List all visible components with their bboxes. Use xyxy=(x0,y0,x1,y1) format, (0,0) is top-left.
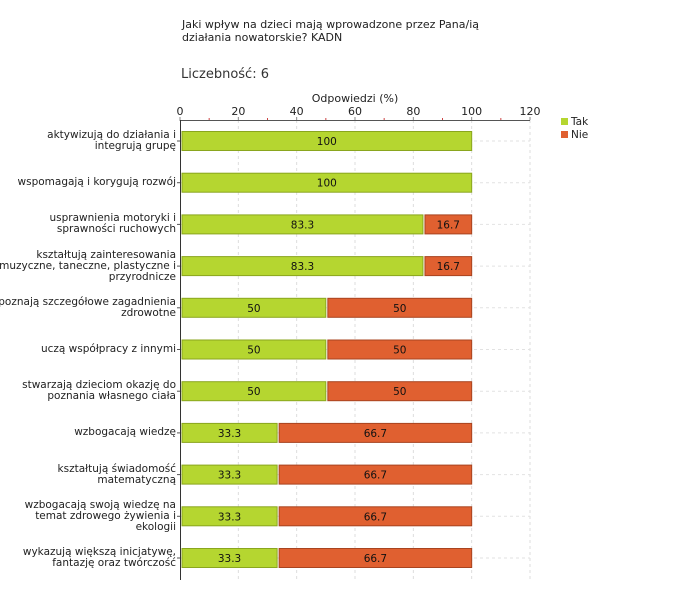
bar-tak xyxy=(181,422,278,443)
bar-value-label: 33.3 xyxy=(218,428,241,440)
y-tick-label: uczą współpracy z innymi xyxy=(40,343,176,355)
bar-tak xyxy=(181,131,473,151)
bar-value-label: 66.7 xyxy=(364,511,387,523)
bar-value-label: 83.3 xyxy=(291,219,314,231)
bar-nie xyxy=(327,339,473,360)
bar-value-label: 100 xyxy=(317,136,337,148)
legend-swatch-tak xyxy=(561,118,568,125)
bar-value-label: 66.7 xyxy=(364,553,387,565)
bar-value-label: 50 xyxy=(247,386,260,398)
legend-label-nie: Nie xyxy=(571,129,588,141)
bar-nie xyxy=(278,422,473,443)
legend-label-tak: Tak xyxy=(570,116,589,128)
bar-tak xyxy=(181,339,327,360)
y-tick-label: stwarzają dzieciom okazję do poznania wł… xyxy=(22,379,176,403)
y-tick-label: wykazują większą inicjatywę, fantazję or… xyxy=(22,546,176,569)
x-tick-label: 100 xyxy=(461,105,482,118)
bar-tak xyxy=(181,464,278,485)
bar-value-label: 66.7 xyxy=(364,470,387,482)
y-tick-label: wzbogacają swoją wiedzę na temat zdroweg… xyxy=(24,498,176,533)
x-tick-label: 20 xyxy=(231,105,245,118)
bar-value-label: 50 xyxy=(393,386,406,398)
bar-tak xyxy=(181,381,327,402)
bar-nie xyxy=(278,506,473,527)
bar-value-label: 83.3 xyxy=(291,261,314,273)
legend-swatch-nie xyxy=(561,131,568,138)
bar-nie xyxy=(424,256,473,277)
x-tick-label: 80 xyxy=(406,105,420,118)
bar-value-label: 50 xyxy=(393,345,406,357)
bar-value-label: 100 xyxy=(317,178,337,190)
bar-value-label: 16.7 xyxy=(437,219,460,231)
bar-value-label: 50 xyxy=(247,345,260,357)
bar-tak xyxy=(181,297,327,318)
x-axis-label: Odpowiedzi (%) xyxy=(312,92,399,105)
x-tick-label: 0 xyxy=(177,105,184,118)
bar-value-label: 33.3 xyxy=(218,553,241,565)
bar-nie xyxy=(327,297,473,318)
bar-tak xyxy=(181,256,424,277)
bar-nie xyxy=(278,548,473,568)
y-tick-label: aktywizują do działania i integrują grup… xyxy=(47,129,176,152)
bar-value-label: 16.7 xyxy=(437,261,460,273)
y-tick-label: wzbogacają wiedzę xyxy=(74,426,176,439)
bar-value-label: 33.3 xyxy=(218,511,241,523)
bar-tak xyxy=(181,506,278,527)
count-label: Liczebność: 6 xyxy=(181,67,269,82)
bar-value-label: 50 xyxy=(393,303,406,315)
chart-title: Jaki wpływ na dzieci mają wprowadzone pr… xyxy=(182,18,480,44)
bar-tak xyxy=(181,214,424,235)
y-tick-label: usprawnienia motoryki i sprawności rucho… xyxy=(49,212,176,236)
bar-nie xyxy=(327,381,473,402)
x-tick-label: 40 xyxy=(290,105,304,118)
bar-nie xyxy=(278,464,473,485)
bar-tak xyxy=(181,548,278,568)
y-tick-label: wspomagają i korygują rozwój xyxy=(17,176,176,189)
bar-value-label: 66.7 xyxy=(364,428,387,440)
y-tick-label: kształtują zainteresowania muzyczne, tan… xyxy=(0,248,176,283)
x-tick-label: 60 xyxy=(348,105,362,118)
y-tick-label: kształtują świadomość matematyczną xyxy=(57,462,176,486)
bar-value-label: 50 xyxy=(247,303,260,315)
bar-tak xyxy=(181,172,473,193)
bar-nie xyxy=(424,214,473,235)
x-tick-label: 120 xyxy=(520,105,541,118)
y-tick-label: poznają szczegółowe zagadnienia zdrowotn… xyxy=(0,295,176,319)
bar-value-label: 33.3 xyxy=(218,470,241,482)
